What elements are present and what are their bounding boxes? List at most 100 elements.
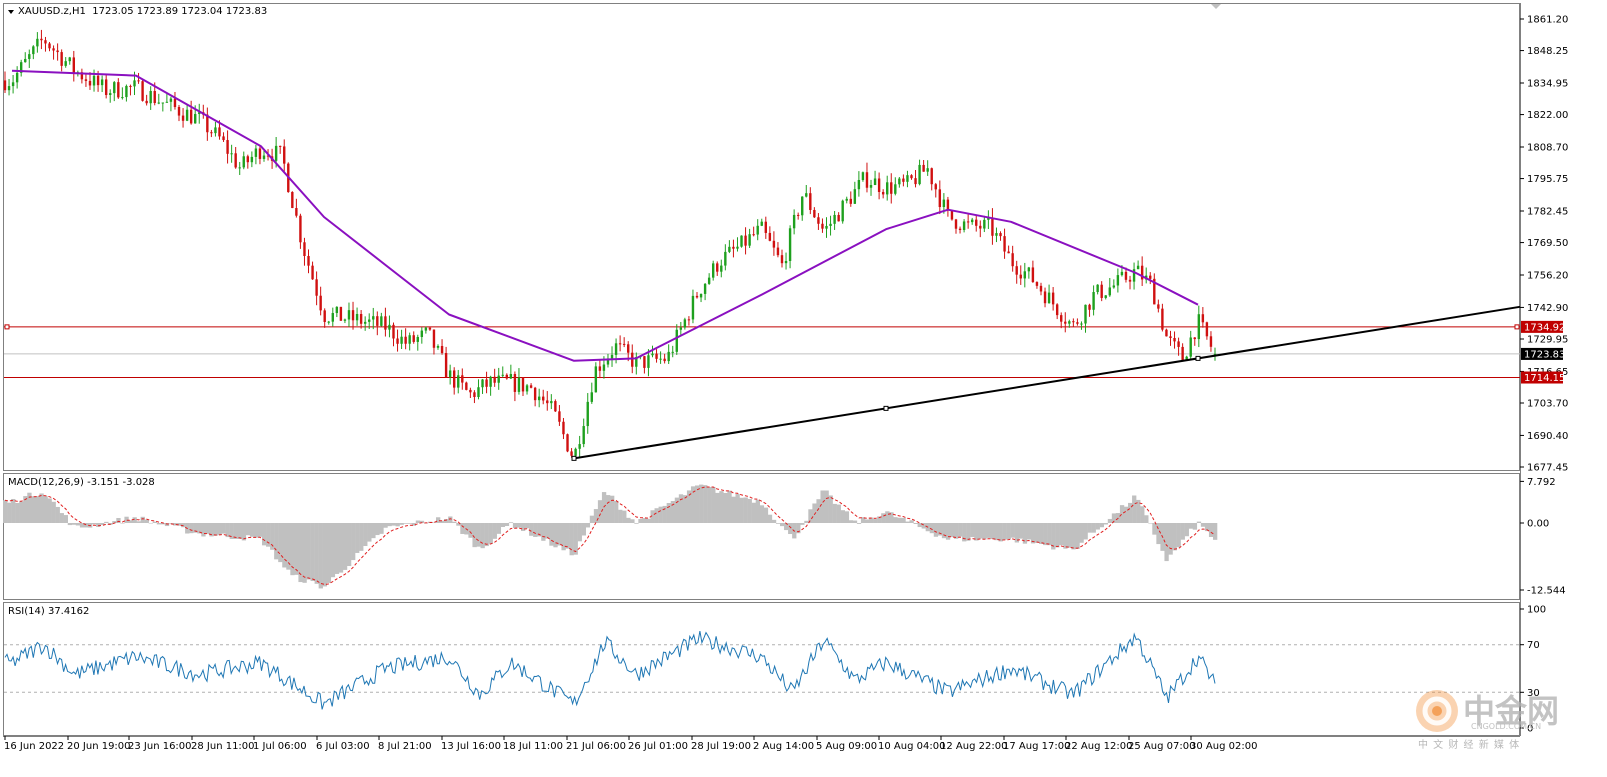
- candle-body: [533, 387, 537, 401]
- macd-histogram-bar: [282, 523, 287, 568]
- macd-histogram-bar: [11, 498, 16, 523]
- candle-body: [489, 376, 492, 387]
- candle-body: [347, 310, 351, 320]
- macd-histogram-bar: [375, 523, 380, 536]
- macd-histogram-bar: [945, 523, 951, 540]
- candle-body: [1112, 285, 1116, 288]
- candle-body: [331, 313, 334, 322]
- candle-body: [720, 265, 723, 272]
- candle-body: [1076, 322, 1079, 324]
- candle-body: [109, 93, 112, 95]
- macd-histogram-bar: [1103, 523, 1109, 525]
- candle-body: [1043, 291, 1047, 304]
- candle-body: [983, 219, 986, 229]
- candle-body: [627, 344, 630, 353]
- candle-body: [995, 233, 998, 236]
- macd-histogram-bar: [71, 523, 77, 525]
- candle-body: [521, 377, 525, 392]
- macd-histogram-bar: [286, 523, 291, 570]
- macd-histogram-bar: [411, 523, 417, 526]
- macd-histogram-bar: [116, 518, 121, 523]
- price-tick-label: 1822.00: [1527, 110, 1568, 121]
- macd-histogram-bar: [1087, 523, 1092, 533]
- candle-body: [954, 219, 958, 229]
- macd-histogram-bar: [160, 523, 166, 525]
- macd-histogram-bar: [958, 523, 963, 537]
- macd-histogram-bar: [448, 516, 453, 523]
- candle-body: [898, 178, 901, 185]
- macd-histogram-bar: [569, 523, 574, 556]
- candle-body: [262, 155, 266, 159]
- candle-body: [1047, 292, 1051, 304]
- candle-body: [647, 355, 650, 368]
- candle-body: [1072, 321, 1075, 323]
- candle-body: [594, 366, 598, 393]
- price-tick-label: 1769.50: [1527, 238, 1568, 249]
- candle-body: [1193, 337, 1196, 340]
- candle-body: [780, 255, 784, 264]
- macd-histogram-bar: [577, 523, 582, 542]
- macd-histogram-bar: [775, 523, 781, 524]
- price-tick-label: 1703.70: [1527, 399, 1568, 410]
- macd-histogram-bar: [391, 523, 396, 526]
- candle-body: [477, 387, 480, 398]
- candle-body: [408, 335, 411, 344]
- candle-body: [169, 98, 173, 102]
- candle-body: [319, 295, 322, 311]
- candle-body: [1157, 304, 1160, 309]
- macd-histogram-bar: [63, 515, 69, 523]
- candle-body: [1128, 279, 1132, 282]
- macd-histogram-bar: [723, 493, 728, 523]
- candle-body: [1153, 278, 1156, 305]
- macd-histogram-bar: [294, 523, 299, 575]
- candle-body: [550, 401, 553, 404]
- time-tick-label: 26 Jul 01:00: [628, 741, 688, 752]
- macd-histogram-bar: [1148, 523, 1153, 524]
- macd-histogram-bar: [330, 523, 336, 578]
- candle-body: [926, 168, 929, 172]
- candle-body: [185, 109, 189, 121]
- macd-histogram-bar: [1144, 515, 1149, 523]
- macd-histogram-bar: [334, 523, 340, 574]
- candle-body: [416, 337, 419, 342]
- macd-histogram-bar: [986, 523, 991, 538]
- macd-histogram-bar: [630, 519, 635, 523]
- macd-histogram-bar: [217, 523, 222, 535]
- candle-body: [999, 233, 1002, 237]
- candle-body: [96, 75, 100, 86]
- macd-histogram-bar: [472, 523, 477, 548]
- macd-histogram-bar: [1200, 523, 1206, 527]
- candle-body: [683, 319, 687, 328]
- candle-body: [1124, 271, 1128, 280]
- candle-body: [1108, 287, 1111, 296]
- candle-body: [910, 175, 913, 179]
- macd-histogram-bar: [480, 523, 485, 549]
- candle-body: [1060, 315, 1063, 322]
- candle-body: [48, 43, 51, 49]
- candle-body: [853, 189, 857, 204]
- macd-histogram-bar: [1180, 523, 1185, 540]
- macd-histogram-bar: [1075, 523, 1080, 549]
- candle-body: [517, 377, 521, 392]
- candle-body: [796, 214, 800, 216]
- macd-histogram-bar: [869, 517, 874, 523]
- macd-histogram-bar: [1188, 523, 1194, 529]
- macd-histogram-bar: [1043, 523, 1048, 546]
- macd-histogram-bar: [148, 522, 153, 524]
- candle-body: [671, 351, 674, 353]
- macd-histogram-bar: [982, 523, 987, 540]
- candle-body: [1116, 275, 1120, 286]
- macd-histogram-bar: [994, 523, 999, 541]
- watermark-logo: [1414, 688, 1460, 734]
- macd-histogram-bar: [306, 523, 311, 580]
- candle-body: [513, 374, 517, 392]
- macd-histogram-bar: [1164, 523, 1169, 562]
- dropdown-triangle-icon[interactable]: [8, 10, 14, 14]
- macd-histogram-bar: [743, 497, 748, 523]
- trendline-anchor-start: [571, 455, 577, 461]
- candle-body: [643, 356, 646, 368]
- candle-body: [776, 247, 780, 256]
- candle-body: [68, 57, 71, 62]
- candle-body: [129, 85, 132, 87]
- macd-histogram-bar: [120, 523, 125, 524]
